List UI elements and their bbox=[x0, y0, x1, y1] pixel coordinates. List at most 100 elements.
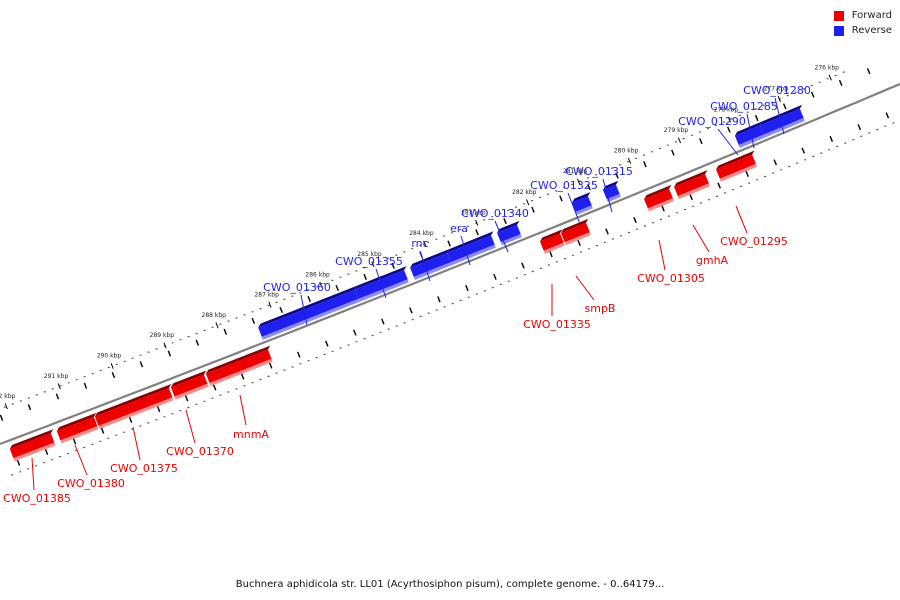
reverse-gene-block-top[interactable] bbox=[497, 220, 520, 233]
forward-gene-block[interactable] bbox=[170, 374, 208, 397]
forward-gene-block-top[interactable] bbox=[539, 229, 563, 242]
gene-label-cwo-01295[interactable]: CWO_01295 bbox=[720, 235, 788, 248]
gene-label-era-leader bbox=[460, 235, 471, 266]
gene-label-cwo-01340[interactable]: CWO_01340 bbox=[461, 207, 529, 220]
reverse-gene-block-edge bbox=[763, 117, 805, 138]
forward-gene-block-edge bbox=[98, 397, 174, 429]
reverse-gene-block-top[interactable] bbox=[410, 248, 450, 268]
forward-gene-block-top[interactable] bbox=[716, 150, 755, 170]
forward-gene-block-edge bbox=[60, 426, 99, 444]
gene-label-cwo-01325[interactable]: CWO_01325 bbox=[530, 179, 598, 192]
gene-label-cwo-01305[interactable]: CWO_01305 bbox=[637, 272, 705, 285]
forward-gene-block[interactable] bbox=[9, 433, 55, 459]
forward-gene-block-top[interactable] bbox=[674, 170, 708, 187]
upper-tick-marks bbox=[0, 68, 871, 421]
forward-gene-block[interactable] bbox=[674, 174, 709, 197]
scale-tick-label: 281 kbp bbox=[563, 168, 588, 175]
gene-label-cwo-01355-leader bbox=[375, 268, 387, 299]
gene-label-cwo-01335[interactable]: CWO_01335 bbox=[523, 318, 591, 331]
gene-label-era[interactable]: era bbox=[450, 222, 468, 235]
reverse-gene-block[interactable] bbox=[497, 224, 521, 243]
forward-gene-block[interactable] bbox=[205, 349, 272, 384]
scale-tick-label: 284 kbp bbox=[409, 230, 434, 237]
forward-gene-block[interactable] bbox=[644, 188, 673, 209]
forward-gene-block-edge bbox=[647, 198, 674, 212]
gene-label-cwo-01360[interactable]: CWO_01360 bbox=[263, 281, 331, 294]
gene-label-cwo-01385[interactable]: CWO_01385 bbox=[3, 492, 71, 505]
scale-tick-label: 291 kbp bbox=[44, 373, 69, 380]
forward-gene-block[interactable] bbox=[539, 233, 564, 251]
scale-tick-label: 279 kbp bbox=[664, 127, 689, 134]
gene-label-cwo-01315-leader bbox=[602, 178, 613, 213]
gene-label-rnc[interactable]: rnc bbox=[411, 237, 428, 250]
gene-label-cwo-01360-leader bbox=[300, 294, 308, 326]
reverse-gene-block[interactable] bbox=[571, 196, 592, 212]
gene-label-mnma[interactable]: mnmA bbox=[233, 428, 269, 441]
scale-tick-label: 278 kbp bbox=[714, 106, 739, 113]
scale-tick bbox=[319, 281, 323, 288]
scale-tick bbox=[677, 137, 682, 144]
gene-label-cwo-01380[interactable]: CWO_01380 bbox=[57, 477, 125, 490]
reverse-gene-block[interactable] bbox=[759, 108, 804, 135]
gene-label-cwo-01280[interactable]: CWO_01280 bbox=[743, 84, 811, 97]
reverse-gene-block-top[interactable] bbox=[258, 285, 358, 328]
forward-gene-block[interactable] bbox=[561, 222, 590, 243]
reverse-gene-block-top[interactable] bbox=[355, 266, 407, 290]
legend-item-forward: Forward bbox=[833, 8, 892, 23]
forward-gene-block-top[interactable] bbox=[561, 218, 589, 233]
reverse-gene-block[interactable] bbox=[734, 125, 764, 146]
gene-label-cwo-01280-leader bbox=[774, 97, 785, 135]
scale-tick bbox=[371, 261, 375, 268]
gene-label-cwo-01370[interactable]: CWO_01370 bbox=[166, 445, 234, 458]
genome-backbone bbox=[0, 82, 900, 446]
reverse-gene-block[interactable] bbox=[258, 289, 359, 337]
forward-gene-block-top[interactable] bbox=[644, 184, 672, 200]
scale-tick-label: 276 kbp bbox=[815, 64, 840, 71]
legend-label-reverse: Reverse bbox=[851, 25, 892, 36]
gene-label-cwo-01290[interactable]: CWO_01290 bbox=[678, 115, 746, 128]
legend-item-reverse: Reverse bbox=[833, 23, 892, 38]
scale-tick-label: 290 kbp bbox=[97, 353, 122, 360]
scale-tick-label: 282 kbp bbox=[512, 189, 537, 196]
reverse-gene-block-top[interactable] bbox=[602, 180, 619, 190]
forward-gene-block-top[interactable] bbox=[56, 412, 97, 431]
reverse-gene-block-top[interactable] bbox=[734, 121, 763, 136]
gene-label-smpb[interactable]: smpB bbox=[585, 302, 616, 315]
gene-label-cwo-01285[interactable]: CWO_01285 bbox=[710, 100, 778, 113]
gene-label-gmha[interactable]: gmhA bbox=[696, 254, 729, 267]
forward-gene-block[interactable] bbox=[56, 416, 98, 441]
scale-tick-label: 286 kbp bbox=[305, 271, 330, 278]
forward-gene-block-top[interactable] bbox=[9, 429, 54, 449]
gene-label-rnc-leader bbox=[419, 250, 431, 282]
reverse-gene-block-top[interactable] bbox=[447, 231, 494, 253]
reverse-gene-block[interactable] bbox=[410, 252, 451, 277]
reverse-gene-block-edge bbox=[738, 134, 765, 149]
gene-label-cwo-01375[interactable]: CWO_01375 bbox=[110, 462, 178, 475]
forward-gene-block-top[interactable] bbox=[170, 370, 207, 388]
gene-label-cwo-01380-leader bbox=[74, 444, 88, 476]
scale-tick bbox=[4, 403, 8, 410]
gene-label-cwo-01355[interactable]: CWO_01355 bbox=[335, 255, 403, 268]
reverse-gene-block[interactable] bbox=[447, 235, 495, 263]
reverse-gene-block-top[interactable] bbox=[759, 104, 803, 126]
forward-gene-block-edge bbox=[564, 232, 591, 246]
lower-scale-track bbox=[11, 122, 895, 476]
reverse-gene-block-edge bbox=[450, 244, 496, 266]
reverse-gene-block-edge bbox=[261, 298, 360, 340]
forward-gene-block-top[interactable] bbox=[94, 384, 172, 417]
reverse-swatch bbox=[833, 25, 844, 36]
forward-gene-block[interactable] bbox=[94, 388, 173, 426]
gene-label-cwo-01370-leader bbox=[185, 409, 196, 444]
gene-label-cwo-01290-leader bbox=[717, 128, 739, 156]
forward-gene-block[interactable] bbox=[716, 154, 756, 179]
forward-gene-block-top[interactable] bbox=[205, 345, 271, 374]
gene-label-smpb-leader bbox=[575, 275, 595, 301]
gene-label-cwo-01315[interactable]: CWO_01315 bbox=[565, 165, 633, 178]
reverse-gene-block-edge bbox=[500, 234, 522, 246]
scale-tick-label: 285 kbp bbox=[357, 251, 382, 258]
legend-label-forward: Forward bbox=[851, 10, 892, 21]
reverse-gene-block-top[interactable] bbox=[571, 192, 591, 203]
scale-tick-label: 280 kbp bbox=[614, 147, 639, 154]
scale-tick-label: 277 kbp bbox=[764, 86, 789, 93]
